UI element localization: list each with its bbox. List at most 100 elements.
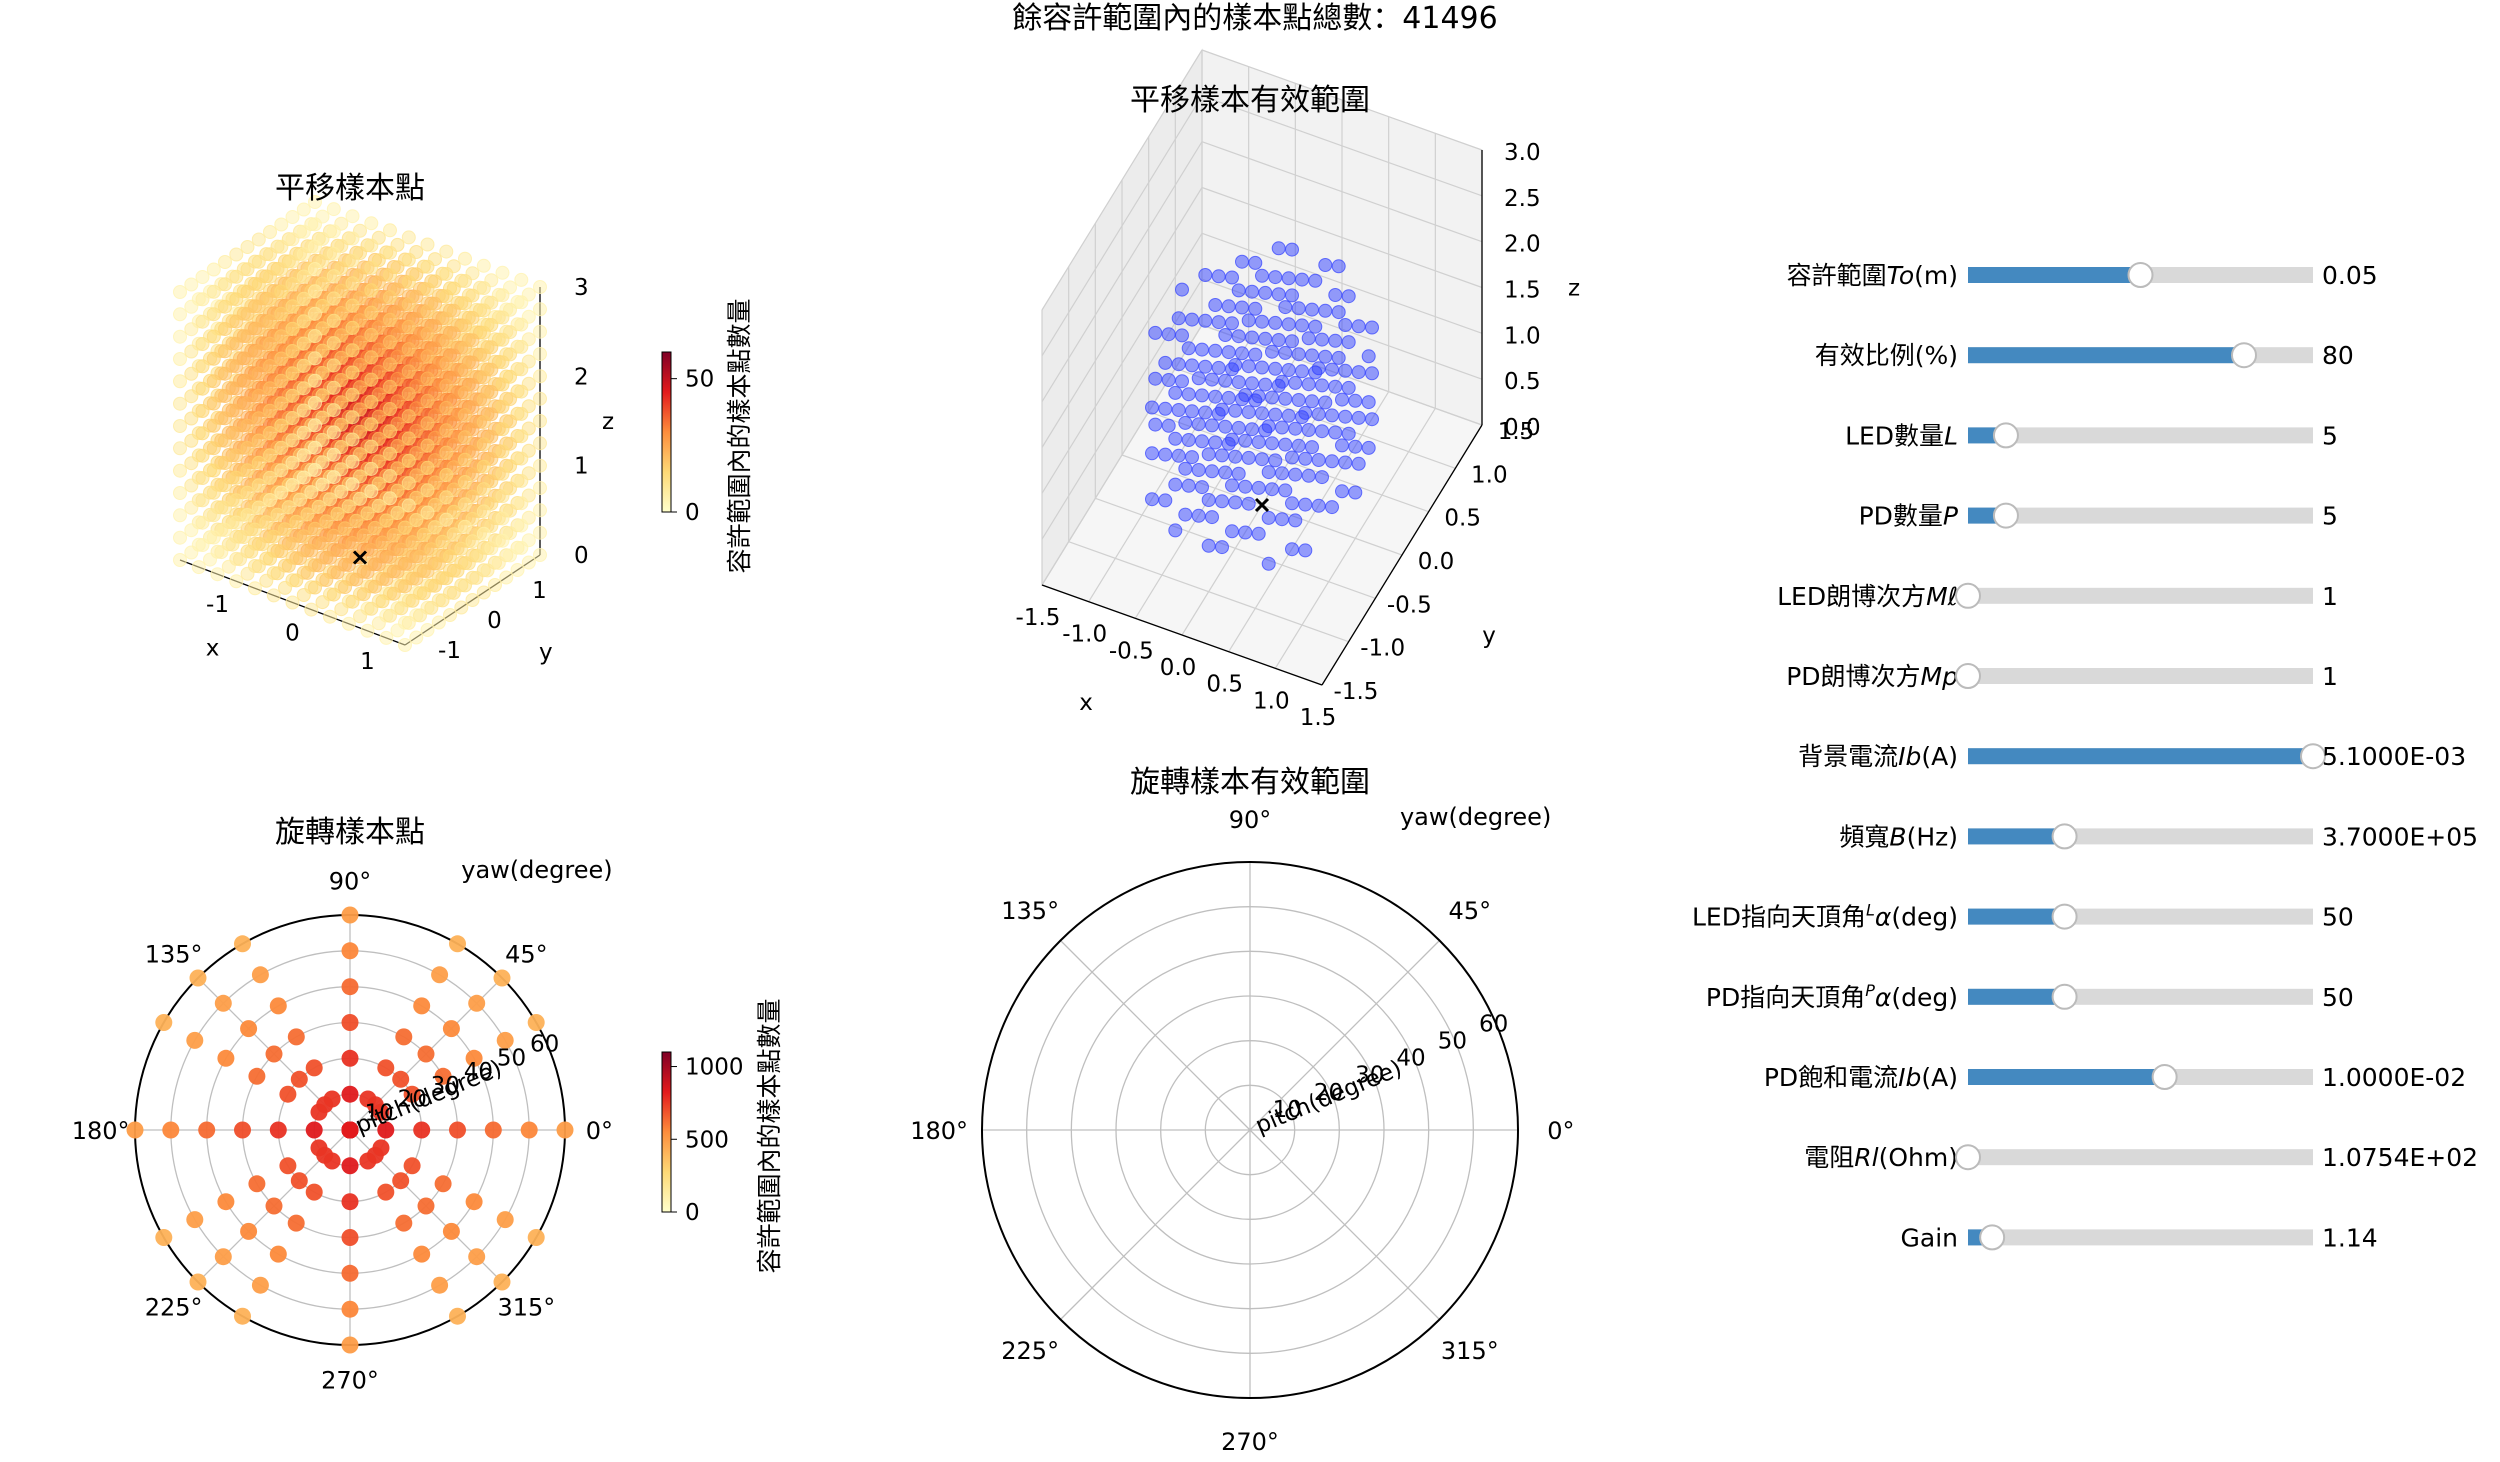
slider-la[interactable]: LED指向天頂角Lα(deg) 50 (1692, 901, 2354, 932)
slider-handle[interactable] (1955, 663, 1981, 689)
data-point (206, 485, 221, 500)
slider-track[interactable] (1968, 587, 2313, 604)
slider-fill (1968, 347, 2244, 364)
data-point (1148, 417, 1163, 432)
slider-track[interactable] (1968, 507, 2313, 524)
slider-handle[interactable] (2300, 743, 2326, 770)
data-point (405, 535, 420, 550)
data-point (229, 292, 244, 307)
data-point (1325, 454, 1339, 469)
slider-b[interactable]: 頻寬B(Hz) 3.7000E+05 (1839, 822, 2478, 851)
data-point (281, 558, 296, 573)
data-point (495, 511, 510, 526)
slider-value: 1 (2322, 582, 2338, 611)
data-point (195, 471, 210, 485)
slider-l[interactable]: LED數量L 5 (1845, 421, 2338, 450)
data-point (371, 616, 386, 631)
data-point (305, 1059, 323, 1077)
theta-tick-label: 45° (505, 941, 548, 969)
translation-samples-plot[interactable]: -1 0 1 -1 0 1 0 1 2 3 x y z 平移樣本點 0 50 容許範圍內的樣本點數量 (173, 171, 755, 675)
data-point (195, 538, 210, 552)
slider-track[interactable] (1968, 1149, 2313, 1166)
data-point (1231, 375, 1246, 390)
slider-ratio[interactable]: 有效比例(%) 80 (1815, 341, 2354, 370)
slider-label-prefix: 容許範圍 (1787, 261, 1887, 290)
data-point (285, 433, 300, 448)
data-point (1148, 325, 1163, 340)
data-point (319, 573, 334, 587)
data-point (274, 306, 289, 321)
data-point (326, 224, 341, 239)
theta-tick-label: 270° (321, 1366, 379, 1394)
slider-handle[interactable] (2127, 262, 2154, 288)
slider-mp[interactable]: PD朗博次方Mp 1 (1786, 662, 2338, 691)
slider-label-suffix: (A) (1921, 1063, 1958, 1092)
data-point (401, 230, 416, 245)
slider-handle[interactable] (2051, 903, 2078, 930)
data-point (476, 392, 491, 407)
data-point (341, 1193, 359, 1211)
data-point (195, 381, 210, 396)
slider-rl[interactable]: 電阻Rl(Ohm) 1.0754E+02 (1804, 1143, 2478, 1172)
figure-suptitle: 餘容許範圍內的樣本點總數：41496 (1012, 1, 1497, 36)
data-point (1238, 525, 1253, 540)
slider-handle[interactable] (1979, 1224, 2006, 1251)
data-point (495, 489, 510, 504)
slider-track[interactable] (1968, 668, 2313, 684)
data-point (323, 550, 337, 565)
data-point (401, 476, 416, 491)
data-point (330, 506, 345, 521)
slider-handle[interactable] (1992, 502, 2019, 529)
slider-pa[interactable]: PD指向天頂角Pα(deg) 50 (1706, 981, 2354, 1012)
data-point (514, 317, 529, 332)
data-point (1311, 453, 1326, 467)
slider-handle[interactable] (1992, 422, 2019, 449)
slider-gain[interactable]: Gain 1.14 (1901, 1223, 2378, 1252)
slider-handle[interactable] (2051, 983, 2078, 1010)
slider-track[interactable] (1968, 427, 2313, 444)
slider-handle[interactable] (1955, 1144, 1981, 1171)
data-point (285, 254, 300, 269)
data-point (556, 1121, 574, 1139)
data-point (428, 578, 442, 593)
origin-x-marker (352, 550, 368, 565)
slider-handle[interactable] (2051, 823, 2078, 850)
data-point (1285, 288, 1299, 303)
slider-handle[interactable] (1955, 582, 1981, 609)
data-point (173, 486, 187, 500)
data-point (372, 1139, 390, 1157)
translation-valid-plot[interactable]: -1.5-1.0-0.50.00.51.01.5-1.5-1.0-0.50.00… (1016, 48, 1580, 731)
slider-ml[interactable]: LED朗博次方Mℓ 1 (1777, 582, 2338, 611)
data-point (1365, 320, 1379, 335)
data-point (1228, 403, 1243, 418)
data-point (360, 565, 375, 580)
data-point (1251, 480, 1266, 495)
data-point (401, 364, 416, 379)
rotation-samples-plot[interactable]: 旋轉樣本點 0° 45° 90° 135° 180° 225° 270° 315° 1020304… (72, 815, 784, 1394)
slider-handle[interactable] (2231, 342, 2257, 369)
slider-p[interactable]: PD數量P 5 (1859, 502, 2338, 531)
data-point (1305, 302, 1319, 317)
slider-isat[interactable]: PD飽和電流Ib(A) 1.0000E-02 (1764, 1063, 2466, 1092)
x-axis-line (1041, 584, 1323, 686)
data-point (1361, 349, 1376, 364)
data-point (1235, 392, 1249, 407)
data-point (304, 543, 319, 558)
data-point (458, 452, 472, 467)
slider-track[interactable] (1968, 1229, 2313, 1246)
data-point (439, 400, 454, 415)
slider-handle[interactable] (2151, 1064, 2178, 1090)
data-point (270, 566, 285, 581)
data-point (1318, 303, 1333, 318)
data-point (296, 336, 311, 351)
data-point (364, 238, 379, 253)
slider-ib[interactable]: 背景電流Ib(A) 5.1000E-03 (1798, 742, 2466, 771)
slider-to[interactable]: 容許範圍To(m) 0.05 (1787, 261, 2378, 290)
data-point (439, 571, 454, 586)
data-point (401, 615, 416, 630)
data-point (274, 329, 289, 344)
data-point (308, 329, 322, 343)
data-point (1245, 330, 1259, 345)
data-point (446, 585, 461, 600)
slider-fill (1968, 828, 2065, 845)
